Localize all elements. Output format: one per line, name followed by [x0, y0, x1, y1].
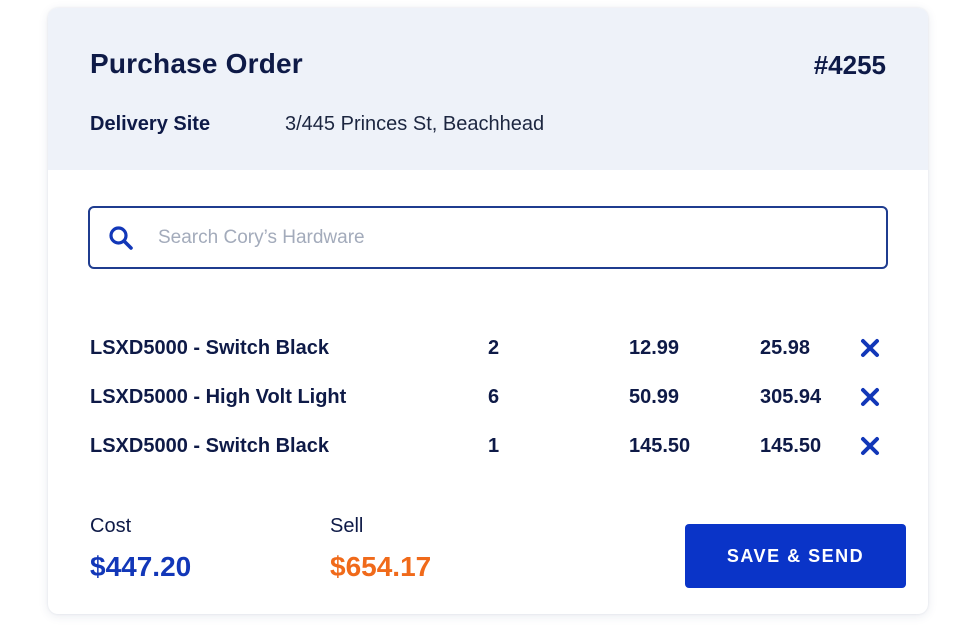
item-name: LSXD5000 - Switch Black [90, 337, 329, 359]
sell-label: Sell [330, 515, 364, 537]
item-name: LSXD5000 - Switch Black [90, 435, 329, 457]
item-name: LSXD5000 - High Volt Light [90, 386, 347, 408]
purchase-order-card: Purchase Order #4255 Delivery Site 3/445… [48, 8, 928, 614]
line-item-row: LSXD5000 - Switch Black 2 12.99 25.98 [48, 333, 928, 363]
order-number: #4255 [813, 50, 886, 80]
remove-item-icon[interactable] [860, 387, 880, 407]
item-total: 145.50 [760, 435, 822, 457]
line-item-row: LSXD5000 - High Volt Light 6 50.99 305.9… [48, 382, 928, 412]
item-qty: 2 [488, 337, 500, 359]
remove-item-icon[interactable] [860, 338, 880, 358]
sell-value: $654.17 [330, 551, 432, 582]
search-input[interactable] [156, 225, 840, 250]
line-item-row: LSXD5000 - Switch Black 1 145.50 145.50 [48, 431, 928, 461]
item-qty: 6 [488, 386, 500, 408]
item-total: 305.94 [760, 386, 822, 408]
search-icon [108, 225, 134, 251]
cost-label: Cost [90, 515, 132, 537]
search-box[interactable] [88, 206, 888, 269]
item-qty: 1 [488, 435, 500, 457]
remove-item-icon[interactable] [860, 436, 880, 456]
item-unit-price: 145.50 [629, 435, 691, 457]
order-header: Purchase Order #4255 Delivery Site 3/445… [48, 8, 928, 170]
item-unit-price: 12.99 [629, 337, 680, 359]
delivery-site-value: 3/445 Princes St, Beachhead [285, 113, 545, 135]
save-and-send-button[interactable]: SAVE & SEND [685, 524, 906, 588]
item-total: 25.98 [760, 337, 811, 359]
cost-value: $447.20 [90, 551, 192, 582]
delivery-site-label: Delivery Site [90, 113, 211, 135]
page-title: Purchase Order [90, 48, 303, 79]
item-unit-price: 50.99 [629, 386, 680, 408]
